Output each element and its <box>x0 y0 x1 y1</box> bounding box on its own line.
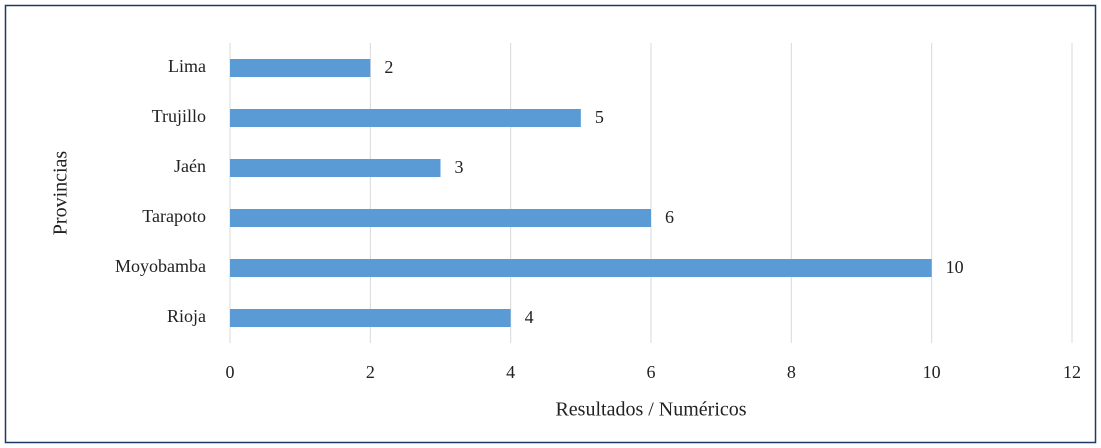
data-label: 6 <box>665 207 674 227</box>
y-tick-label: Trujillo <box>152 106 206 126</box>
y-tick-label: Jaén <box>174 156 206 176</box>
y-tick-label: Tarapoto <box>142 206 206 226</box>
x-axis-title: Resultados / Numéricos <box>555 399 746 421</box>
bar <box>230 209 651 227</box>
y-tick-label: Lima <box>168 56 206 76</box>
x-tick-label: 0 <box>226 362 235 382</box>
x-tick-label: 2 <box>366 362 375 382</box>
data-label: 5 <box>595 107 604 127</box>
bar <box>230 309 511 327</box>
bar <box>230 109 581 127</box>
bar <box>230 259 932 277</box>
x-tick-label: 4 <box>506 362 515 382</box>
y-tick-label: Rioja <box>167 306 206 326</box>
data-label: 4 <box>525 307 534 327</box>
x-tick-label: 10 <box>923 362 941 382</box>
data-label: 3 <box>455 157 464 177</box>
y-tick-label: Moyobamba <box>115 256 206 276</box>
bar <box>230 159 441 177</box>
x-tick-label: 12 <box>1063 362 1081 382</box>
data-label: 2 <box>384 57 393 77</box>
data-label: 10 <box>946 257 964 277</box>
bar <box>230 59 371 77</box>
x-tick-label: 8 <box>787 362 796 382</box>
x-tick-label: 6 <box>647 362 656 382</box>
y-axis-title: Provincias <box>50 151 72 236</box>
